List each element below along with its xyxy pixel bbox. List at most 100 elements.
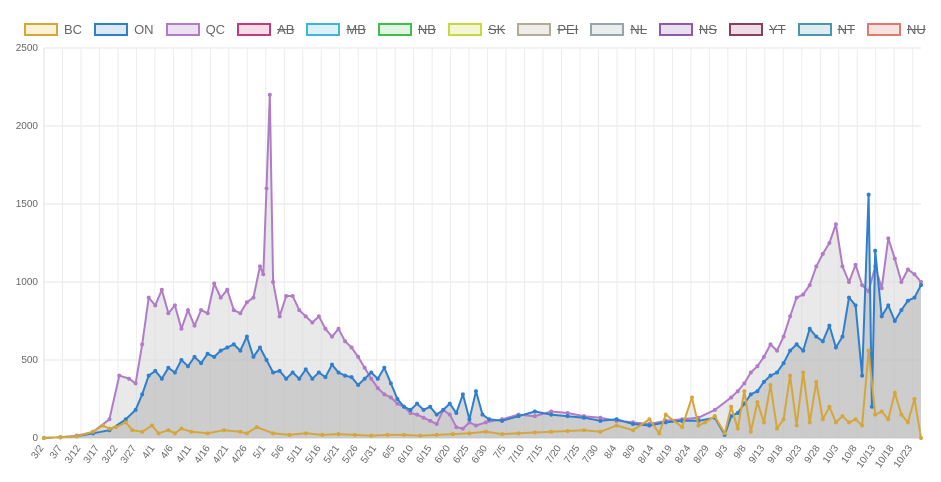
- data-point-bc: [614, 423, 619, 428]
- data-point-bc: [598, 429, 603, 434]
- data-point-on: [205, 351, 210, 356]
- data-point-bc: [149, 423, 154, 428]
- legend-swatch: [165, 23, 200, 36]
- x-tick-label: 10/23: [892, 443, 916, 470]
- data-point-bc: [74, 434, 79, 439]
- data-point-bc: [729, 404, 734, 409]
- x-tick-label: 3/12: [63, 443, 83, 466]
- data-point-on: [218, 348, 223, 353]
- data-point-on: [336, 370, 341, 375]
- legend-item-on[interactable]: ON: [94, 22, 154, 37]
- legend-item-mb[interactable]: MB: [306, 22, 366, 37]
- data-point-on: [467, 417, 472, 422]
- data-point-on: [807, 326, 812, 331]
- data-point-bc: [254, 425, 259, 430]
- legend-item-nu[interactable]: NU: [866, 22, 926, 37]
- data-point-on: [833, 345, 838, 350]
- data-point-bc: [369, 433, 374, 438]
- data-point-on: [460, 392, 465, 397]
- data-point-qc: [153, 303, 158, 308]
- legend-item-pei[interactable]: PEI: [517, 22, 578, 37]
- legend-item-yt[interactable]: YT: [728, 22, 786, 37]
- x-tick-label: 4/16: [193, 443, 213, 466]
- x-tick-label: 7/10: [507, 443, 527, 466]
- data-point-qc: [434, 421, 439, 426]
- data-point-bc: [581, 428, 586, 433]
- data-point-qc: [814, 264, 819, 269]
- data-point-qc: [919, 280, 923, 284]
- data-point-qc: [329, 334, 334, 339]
- legend-item-bc[interactable]: BC: [24, 22, 82, 37]
- x-tick-label: 9/13: [747, 443, 767, 466]
- data-point-bc: [179, 426, 184, 431]
- y-tick-label: 500: [21, 355, 38, 366]
- data-point-on: [225, 345, 230, 350]
- x-tick-label: 3/7: [48, 443, 65, 461]
- data-point-qc: [290, 294, 295, 299]
- data-point-on: [146, 373, 151, 378]
- data-point-on: [581, 415, 586, 420]
- data-point-bc: [205, 431, 210, 436]
- data-point-qc: [912, 272, 917, 277]
- data-point-qc: [905, 267, 910, 272]
- data-point-qc: [199, 308, 204, 313]
- data-point-qc: [251, 295, 256, 300]
- x-tick-label: 9/18: [766, 443, 786, 466]
- data-point-on: [251, 354, 256, 359]
- data-point-qc: [408, 411, 413, 416]
- data-point-qc: [218, 295, 223, 300]
- y-tick-label: 2000: [16, 121, 39, 132]
- y-tick-label: 1000: [16, 277, 39, 288]
- data-point-on: [303, 367, 308, 372]
- legend-item-qc[interactable]: QC: [165, 22, 225, 37]
- data-point-qc: [336, 326, 341, 331]
- data-point-qc: [781, 334, 786, 339]
- data-point-qc: [369, 376, 374, 381]
- data-point-bc: [42, 436, 46, 440]
- x-tick-label: 3/2: [29, 443, 46, 461]
- legend-item-sk[interactable]: SK: [447, 22, 505, 37]
- data-point-on: [532, 409, 537, 414]
- x-tick-label: 8/29: [692, 443, 712, 466]
- data-point-qc: [362, 365, 367, 370]
- x-tick-label: 5/21: [322, 443, 342, 466]
- data-point-on: [853, 303, 858, 308]
- legend-item-nl[interactable]: NL: [590, 22, 647, 37]
- data-point-bc: [919, 436, 923, 440]
- data-point-bc: [565, 428, 570, 433]
- data-point-qc: [297, 308, 302, 313]
- series-area-bc: [44, 350, 921, 438]
- legend-item-nb[interactable]: NB: [377, 22, 436, 37]
- legend-item-ab[interactable]: AB: [237, 22, 294, 37]
- data-point-on: [192, 354, 197, 359]
- x-tick-label: 7/25: [562, 443, 582, 466]
- x-tick-label: 3/17: [82, 443, 102, 466]
- data-point-qc: [827, 241, 832, 245]
- legend-swatch: [447, 23, 482, 36]
- x-tick-label: 5/1: [251, 443, 268, 461]
- data-point-qc: [454, 425, 459, 430]
- x-tick-label: 9/23: [784, 443, 804, 466]
- data-point-qc: [225, 287, 230, 292]
- data-point-on: [879, 314, 884, 319]
- data-point-qc: [532, 414, 537, 419]
- y-tick-label: 1500: [16, 199, 39, 210]
- data-point-qc: [598, 415, 603, 420]
- data-point-on: [905, 298, 910, 303]
- data-point-bc: [794, 423, 799, 428]
- legend-item-nt[interactable]: NT: [797, 22, 855, 37]
- legend-swatch: [377, 23, 412, 36]
- data-point-qc: [892, 256, 897, 261]
- x-tick-label: 7/30: [581, 443, 601, 466]
- data-point-qc: [303, 314, 308, 319]
- data-point-on: [663, 420, 668, 425]
- data-point-on: [297, 376, 302, 381]
- legend-item-ns[interactable]: NS: [658, 22, 717, 37]
- data-point-bc: [755, 400, 760, 405]
- y-tick-label: 2500: [16, 43, 39, 54]
- data-point-bc: [156, 431, 161, 436]
- data-point-bc: [418, 433, 423, 438]
- data-point-on: [768, 373, 773, 378]
- data-point-qc: [421, 415, 426, 420]
- data-point-qc: [801, 292, 806, 297]
